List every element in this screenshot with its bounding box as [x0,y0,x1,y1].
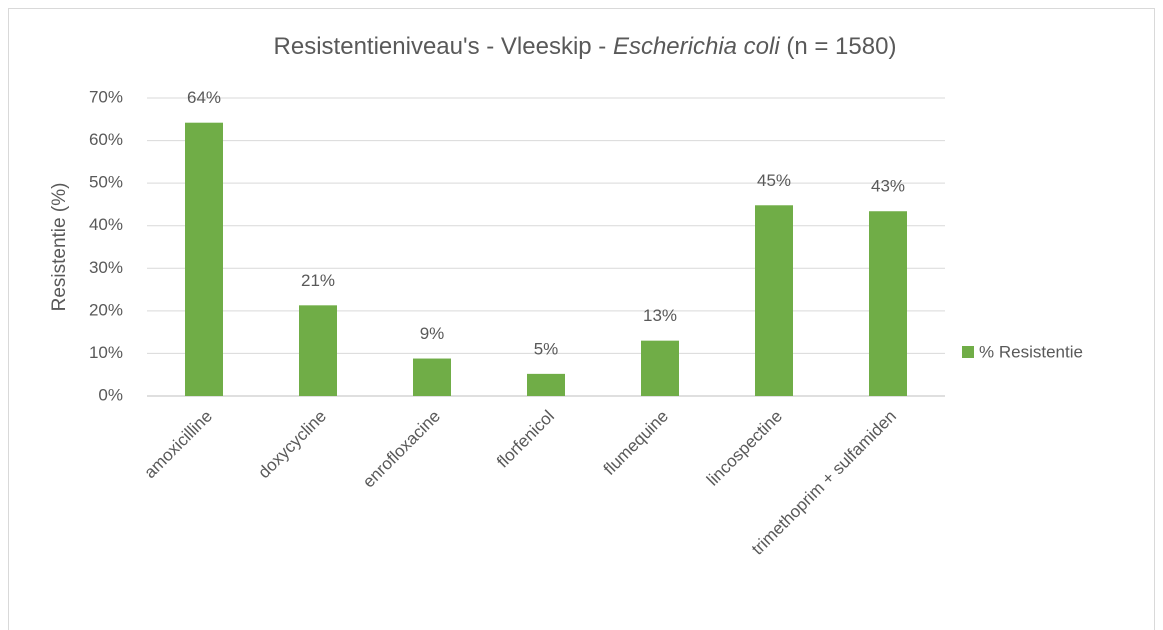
bar [869,211,907,396]
bar [755,205,793,396]
data-label: 5% [534,339,559,358]
data-label: 45% [757,171,791,190]
y-tick-label: 70% [89,87,123,106]
title-part: Escherichia coli [613,33,780,60]
y-tick-label: 50% [89,173,123,192]
data-label: 21% [301,271,335,290]
bar [527,373,565,396]
y-tick-label: 0% [98,385,123,404]
data-label: 9% [420,324,445,343]
bar [413,358,451,396]
y-tick-label: 20% [89,300,123,319]
y-tick-label: 40% [89,215,123,234]
legend-label: % Resistentie [979,342,1083,361]
bar [641,340,679,396]
bar [185,122,223,396]
y-tick-label: 60% [89,130,123,149]
y-axis-label: Resistentie (%) [49,183,70,312]
data-label: 13% [643,306,677,325]
legend-swatch [962,346,974,358]
data-label: 64% [187,88,221,107]
title-part: (n = 1580) [780,33,897,60]
data-label: 43% [871,177,905,196]
bar [299,305,337,396]
chart-border [8,8,1155,630]
title-part: Resistentieniveau's - Vleeskip - [274,33,613,60]
chart-title: Resistentieniveau's - Vleeskip - Escheri… [274,33,897,60]
y-tick-label: 30% [89,258,123,277]
y-tick-label: 10% [89,343,123,362]
